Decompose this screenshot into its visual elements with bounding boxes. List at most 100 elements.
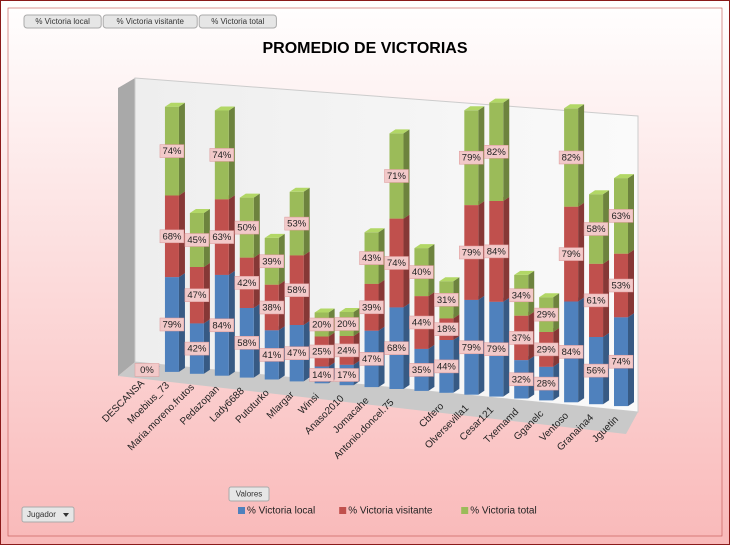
data-label-box [484,145,509,159]
data-label: 35% [412,365,432,376]
values-button[interactable] [228,486,270,502]
bar-top [339,308,360,312]
data-label: 28% [537,379,557,390]
data-label-box [309,368,334,382]
data-label-box [608,209,634,223]
data-label-box [209,230,235,244]
data-label: 47% [362,354,382,365]
data-label-box [558,247,584,261]
bar-top [514,270,535,275]
data-label-box [459,245,484,260]
field-button[interactable] [102,14,198,29]
data-label: 17% [337,370,357,381]
chart-title: PROMEDIO DE VICTORIAS [262,40,467,57]
bar-top [289,187,310,192]
data-label-box [533,376,559,391]
data-label-box [558,150,584,165]
data-label: 79% [487,344,507,355]
field-button[interactable] [198,14,277,29]
data-label: 79% [462,342,482,353]
data-label-box [533,307,559,322]
data-label: 61% [587,295,607,306]
field-button-label: % Victoria local [35,17,90,26]
data-label-box [558,345,584,359]
data-label: 74% [162,146,182,157]
legend-label: % Victoria total [470,506,537,517]
values-button-label: Valores [236,490,263,499]
data-label: 43% [362,253,382,264]
data-label-box [309,317,334,332]
data-label-box [583,363,609,378]
bar-top [539,293,560,298]
data-label: 58% [287,285,307,296]
data-label-box [184,341,210,356]
data-label: 37% [512,333,532,344]
data-label: 58% [587,224,607,235]
data-label-box [159,317,185,332]
data-label: 34% [512,290,532,301]
data-label: 63% [212,232,232,243]
data-label: 20% [312,320,332,331]
data-label-box [459,150,484,165]
legend-swatch [339,507,347,514]
plot-frame [7,7,723,537]
data-label: 42% [237,278,257,289]
data-label: 32% [512,374,532,385]
data-label: 74% [212,150,232,161]
data-label: 44% [412,318,432,329]
data-label: 58% [237,338,257,349]
data-label-box [134,363,160,377]
data-label: 53% [287,219,307,230]
data-label: 40% [412,267,432,278]
data-label-box [409,363,434,377]
bar-top [439,277,460,282]
data-label-box [209,318,235,333]
data-label-box [259,300,284,315]
data-label: 29% [537,344,557,355]
axis-dropdown[interactable] [21,506,75,523]
bar-top [239,193,260,198]
bar-top [564,104,585,109]
data-label: 18% [437,324,457,335]
bar-top [189,209,210,213]
bar-top [589,190,610,195]
field-button[interactable] [23,14,102,29]
data-label: 53% [611,281,631,292]
data-label: 47% [187,290,207,301]
data-label: 74% [611,357,631,368]
data-label: 50% [237,223,257,234]
data-label-box [234,336,260,350]
data-label-box [434,322,459,336]
data-label-box [159,144,185,158]
legend-label: % Victoria visitante [348,506,433,517]
bar-top [389,129,410,134]
data-label-box [359,251,384,265]
data-label: 14% [312,370,332,381]
data-label-box [384,169,409,183]
data-label-box [608,354,634,369]
data-label: 24% [337,345,357,356]
data-label-box [184,288,210,302]
floor [118,362,638,434]
data-label: 84% [487,246,507,257]
data-label-box [284,283,309,297]
data-label-box [434,359,459,374]
data-label: 68% [162,231,182,242]
data-label-box [608,278,634,293]
data-label: 31% [437,295,457,306]
bar-top [489,98,510,103]
bar-top [264,233,285,238]
data-label-box [384,341,409,355]
bar-top [314,308,335,313]
data-label: 44% [437,361,457,372]
legend-swatch [238,507,245,514]
data-label: 47% [287,348,307,359]
data-label: 79% [462,153,482,164]
data-label: 25% [312,347,332,358]
data-label-box [508,331,534,345]
data-label-box [359,352,384,366]
data-label: 84% [212,320,232,331]
data-label: 29% [537,310,557,321]
data-label: 63% [611,211,631,222]
